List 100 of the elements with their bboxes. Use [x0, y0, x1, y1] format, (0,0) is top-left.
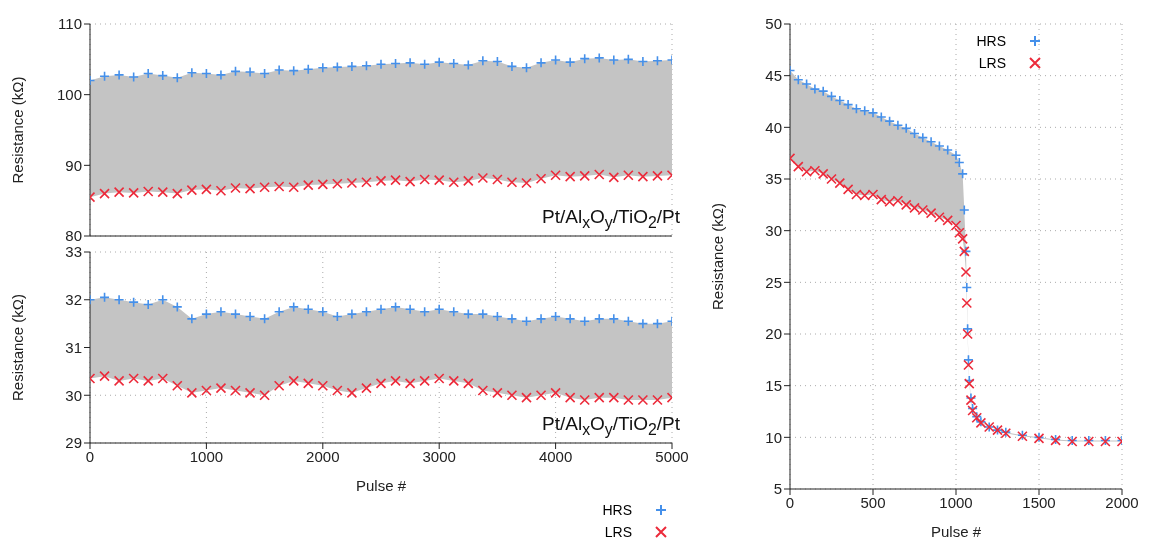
point	[317, 380, 329, 391]
point	[579, 394, 590, 406]
y-tick-label: 100	[56, 85, 82, 103]
point	[230, 182, 241, 194]
point	[564, 313, 576, 325]
y-tick-label: 20	[765, 325, 782, 343]
point	[113, 186, 125, 198]
point	[215, 69, 227, 81]
point	[244, 66, 256, 78]
point	[793, 161, 804, 172]
point	[186, 184, 198, 196]
x-axis-title: Pulse #	[930, 523, 982, 539]
point	[477, 172, 489, 184]
point	[950, 220, 962, 231]
point	[346, 387, 358, 399]
point	[842, 184, 854, 195]
y-tick-label: 45	[765, 66, 782, 84]
y-tick-label: 35	[765, 170, 782, 188]
x-tick-label: 0	[785, 493, 795, 511]
point	[230, 385, 241, 396]
point	[172, 380, 183, 391]
legend-label: LRS	[978, 55, 1006, 71]
point	[433, 373, 445, 384]
point	[404, 378, 416, 389]
point	[809, 83, 821, 95]
point	[957, 233, 968, 245]
point	[259, 181, 270, 193]
point	[959, 204, 970, 216]
point	[433, 56, 445, 68]
y-tick-label: 5	[773, 480, 782, 498]
point	[492, 387, 503, 399]
y-tick-label: 15	[765, 376, 782, 394]
x-tick-label: 4000	[538, 447, 573, 465]
y-tick-label: 29	[65, 434, 82, 452]
point	[404, 176, 416, 187]
point	[608, 172, 620, 183]
x-tick-label: 3000	[422, 447, 456, 465]
point	[579, 170, 590, 182]
point	[963, 359, 974, 371]
point	[925, 136, 937, 148]
point	[652, 394, 663, 406]
legend-label: LRS	[604, 524, 632, 539]
y-tick-label: 90	[65, 156, 82, 174]
point	[463, 378, 474, 389]
point	[623, 394, 634, 406]
point	[608, 54, 620, 66]
point	[859, 105, 870, 117]
point	[361, 176, 372, 188]
point	[593, 313, 605, 325]
point	[637, 394, 649, 406]
point	[564, 171, 576, 182]
y-axis-title: Resistance (kΩ)	[709, 202, 727, 311]
point	[99, 370, 110, 382]
point	[375, 175, 387, 187]
point	[317, 179, 329, 190]
point	[288, 375, 299, 387]
point	[463, 175, 474, 187]
point	[259, 389, 270, 401]
point	[506, 61, 518, 72]
point	[113, 294, 125, 306]
point	[419, 375, 430, 387]
point	[288, 181, 299, 193]
point	[564, 392, 576, 403]
legend-label: HRS	[602, 502, 632, 518]
point	[550, 169, 561, 181]
point	[593, 169, 605, 180]
point	[375, 378, 387, 389]
x-tick-label: 500	[860, 493, 886, 511]
point	[608, 313, 620, 325]
point	[273, 380, 285, 391]
point	[244, 183, 256, 194]
point	[113, 375, 125, 387]
point	[244, 387, 256, 399]
point	[361, 382, 372, 394]
point	[390, 375, 401, 387]
point	[817, 85, 829, 97]
point	[535, 173, 547, 185]
y-tick-label: 30	[65, 386, 82, 404]
y-tick-label: 50	[765, 15, 782, 33]
point	[172, 188, 183, 199]
point	[637, 171, 649, 182]
x-tick-label: 1500	[1022, 493, 1056, 511]
point	[317, 62, 329, 74]
point	[521, 62, 532, 74]
point	[346, 308, 358, 320]
point	[521, 392, 532, 403]
point	[535, 389, 547, 401]
point	[273, 64, 285, 76]
annotation: Pt/Al$_{x}$O$_{y}$/TiO$_{2}$/Pt	[542, 413, 680, 439]
point	[535, 57, 547, 69]
point	[477, 385, 489, 396]
point	[623, 169, 634, 181]
annotation: Pt/Al$_{x}$O$_{y}$/TiO$_{2}$/Pt	[542, 206, 680, 232]
point	[535, 313, 547, 325]
point	[593, 52, 605, 64]
point	[201, 184, 212, 195]
point	[186, 67, 198, 79]
point	[361, 60, 372, 71]
point	[390, 174, 401, 186]
point	[834, 177, 846, 189]
